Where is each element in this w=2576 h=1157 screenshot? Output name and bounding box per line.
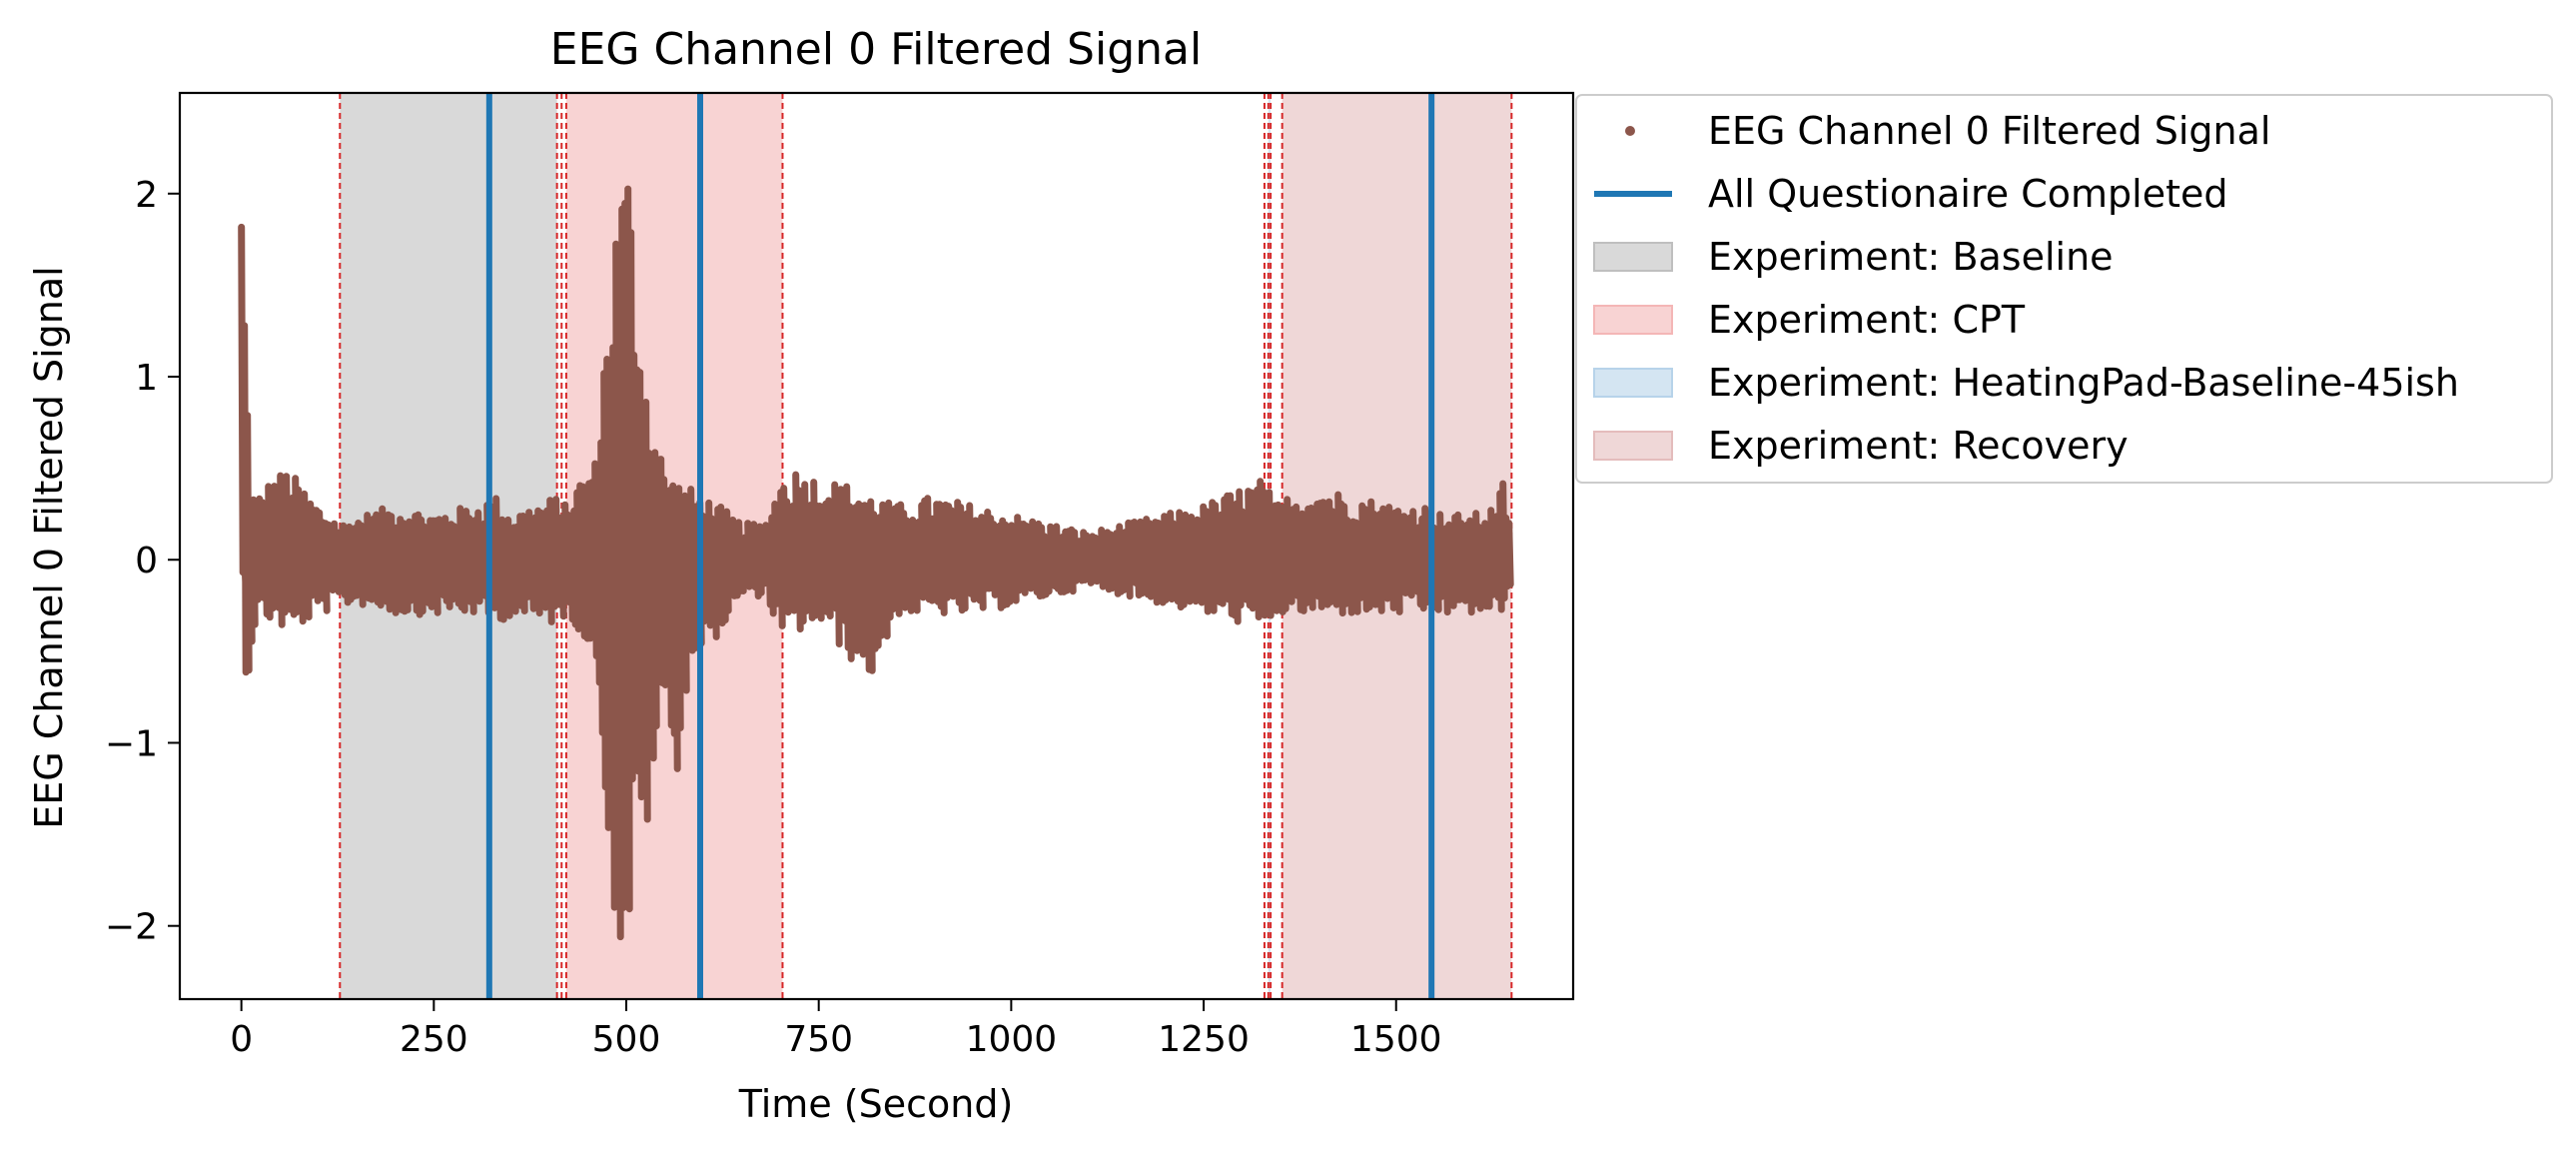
y-tick-label: −1	[105, 723, 158, 764]
x-tick-label: 250	[400, 1019, 468, 1060]
legend-label: Experiment: CPT	[1708, 298, 2026, 342]
chart-title: EEG Channel 0 Filtered Signal	[550, 24, 1202, 75]
legend-item: All Questionaire Completed	[1594, 172, 2228, 216]
x-tick-label: 1500	[1350, 1019, 1442, 1060]
x-axis-label: Time (Second)	[738, 1082, 1014, 1126]
legend-marker-patch	[1593, 242, 1673, 272]
x-tick-label: 1250	[1158, 1019, 1250, 1060]
x-tick-label: 500	[592, 1019, 661, 1060]
legend: EEG Channel 0 Filtered Signal All Questio…	[1575, 94, 2553, 484]
legend-item: Experiment: CPT	[1593, 298, 2026, 342]
legend-item: Experiment: Baseline	[1593, 235, 2114, 279]
y-tick-label: 0	[135, 541, 158, 581]
y-axis-label: EEG Channel 0 Filtered Signal	[27, 266, 71, 828]
legend-item: Experiment: Recovery	[1593, 424, 2129, 468]
legend-item: EEG Channel 0 Filtered Signal	[1625, 109, 2270, 153]
legend-label: Experiment: Baseline	[1708, 235, 2114, 279]
x-tick-label: 1000	[966, 1019, 1058, 1060]
x-tick-label: 0	[230, 1019, 253, 1060]
legend-label: EEG Channel 0 Filtered Signal	[1708, 109, 2270, 153]
plot-frame	[178, 91, 1575, 1001]
x-ticks: 0 250 500 750 1000 1250 1500	[230, 999, 1442, 1060]
y-ticks: −2 −1 0 1 2	[105, 175, 180, 948]
legend-box	[1575, 94, 2553, 484]
legend-label: Experiment: HeatingPad-Baseline-45ish	[1708, 361, 2459, 405]
x-tick-label: 750	[784, 1019, 853, 1060]
signal-trace	[238, 185, 1514, 941]
legend-marker-patch	[1593, 368, 1673, 398]
y-tick-label: −2	[105, 907, 158, 948]
y-tick-label: 2	[135, 175, 158, 216]
plot-area	[178, 91, 1575, 1001]
legend-marker-patch	[1593, 305, 1673, 335]
y-tick-label: 1	[135, 358, 158, 399]
legend-item: Experiment: HeatingPad-Baseline-45ish	[1593, 361, 2459, 405]
legend-label: Experiment: Recovery	[1708, 424, 2129, 468]
legend-label: All Questionaire Completed	[1708, 172, 2228, 216]
legend-marker-patch	[1593, 431, 1673, 461]
legend-marker-dot	[1625, 126, 1635, 136]
plot-inner	[238, 93, 1514, 999]
